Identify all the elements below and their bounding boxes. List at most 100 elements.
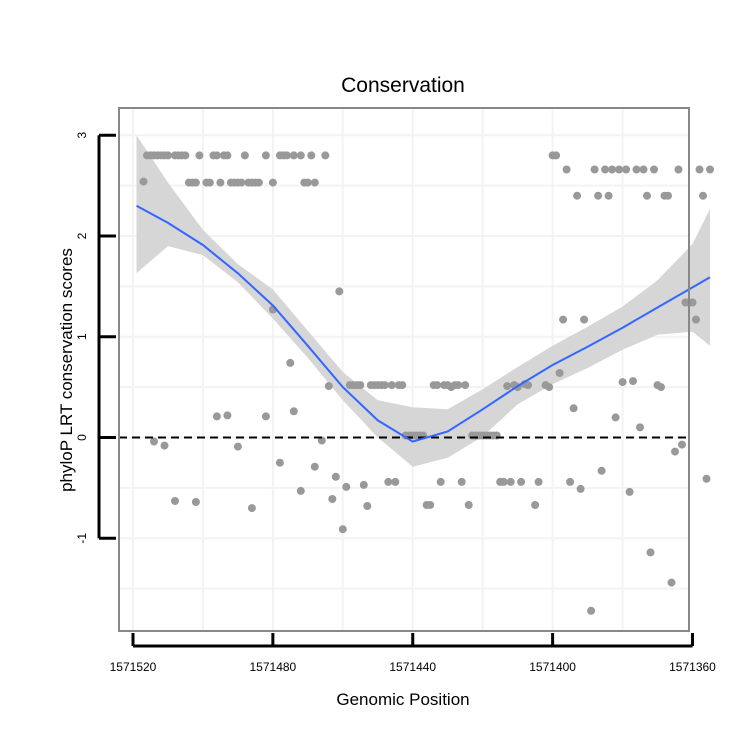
data-point <box>223 411 232 420</box>
data-point <box>191 498 200 506</box>
data-point <box>699 191 707 200</box>
y-axis: 3 2 1 0 -1 <box>75 132 116 544</box>
data-point <box>398 381 407 390</box>
y-tick-label: 3 <box>75 132 89 139</box>
data-point <box>594 191 603 200</box>
data-point <box>461 381 470 390</box>
data-point <box>310 462 319 471</box>
data-point <box>706 165 714 174</box>
data-point <box>387 381 396 390</box>
data-point <box>576 484 585 493</box>
data-point <box>289 407 298 416</box>
data-point <box>464 501 473 509</box>
y-tick-label: 0 <box>75 434 89 441</box>
data-point <box>667 578 676 587</box>
data-point <box>639 165 648 174</box>
data-point <box>338 525 347 534</box>
data-point <box>622 165 631 174</box>
data-point <box>171 497 179 505</box>
data-point <box>499 477 508 486</box>
data-point <box>534 477 543 486</box>
data-point <box>531 501 540 509</box>
data-point <box>261 151 270 160</box>
data-point <box>650 165 658 174</box>
smooth-trend-line <box>136 204 711 443</box>
panel-border <box>118 107 690 632</box>
data-point <box>597 466 606 475</box>
data-point <box>657 383 665 392</box>
data-point <box>433 381 442 390</box>
data-point <box>216 178 225 187</box>
data-point <box>601 165 610 174</box>
data-point <box>254 178 263 187</box>
data-point <box>688 298 697 307</box>
data-point <box>391 477 400 486</box>
data-point <box>611 413 620 422</box>
data-point <box>160 441 169 450</box>
data-point <box>384 477 393 486</box>
data-point <box>240 151 249 160</box>
x-tick-label: 1571480 <box>250 660 297 674</box>
data-point <box>569 404 578 413</box>
data-point <box>307 151 316 160</box>
x-axis: 1571520 1571480 1571440 1571400 1571360 <box>110 633 716 674</box>
data-point <box>233 442 242 451</box>
x-tick-label: 1571400 <box>529 660 576 674</box>
data-point <box>643 191 651 200</box>
data-point <box>426 501 435 509</box>
data-point <box>566 477 575 486</box>
data-point <box>580 315 589 324</box>
data-point <box>331 472 340 481</box>
data-point <box>247 504 256 513</box>
data-point <box>517 477 526 486</box>
data-point <box>559 315 568 324</box>
data-point <box>618 378 627 387</box>
data-point <box>296 486 305 495</box>
data-point <box>139 177 148 186</box>
data-point <box>587 606 596 615</box>
scatter-points <box>139 151 714 615</box>
y-tick-label: 2 <box>75 232 89 239</box>
data-point <box>356 381 365 390</box>
x-tick-label: 1571440 <box>389 660 436 674</box>
data-point <box>324 382 333 391</box>
data-point <box>289 151 298 160</box>
data-point <box>205 178 214 187</box>
data-point <box>268 178 277 187</box>
data-point <box>261 412 270 421</box>
data-point <box>282 151 291 160</box>
data-point <box>212 412 221 421</box>
x-axis-label: Genomic Position <box>336 690 469 709</box>
data-point <box>671 447 679 456</box>
x-tick-label: 1571520 <box>110 660 157 674</box>
data-point <box>223 151 232 160</box>
data-point <box>692 315 700 324</box>
data-point <box>457 477 466 486</box>
y-tick-label: -1 <box>75 533 89 544</box>
data-point <box>590 165 599 174</box>
data-point <box>629 377 637 386</box>
data-point <box>164 151 172 160</box>
y-tick-label: 1 <box>75 333 89 340</box>
data-point <box>359 480 368 489</box>
y-axis-label: phyloP LRT conservation scores <box>57 248 76 492</box>
data-point <box>195 151 204 160</box>
data-point <box>562 165 571 174</box>
data-point <box>604 191 613 200</box>
data-point <box>342 482 351 491</box>
data-point <box>695 165 704 174</box>
data-point <box>506 477 515 486</box>
data-point <box>191 178 200 187</box>
data-point <box>702 474 711 483</box>
data-point <box>524 381 533 390</box>
data-point <box>615 165 624 174</box>
data-point <box>636 423 644 432</box>
data-point <box>286 358 295 367</box>
data-point <box>296 151 305 160</box>
chart-title: Conservation <box>341 74 465 97</box>
data-point <box>632 165 641 174</box>
data-point <box>335 287 344 296</box>
data-point <box>150 437 158 446</box>
